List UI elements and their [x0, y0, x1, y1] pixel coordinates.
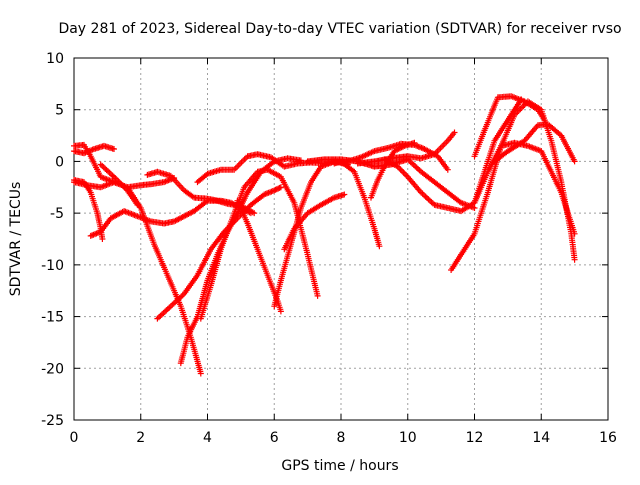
x-tick-label: 12	[466, 430, 484, 446]
data-markers	[491, 121, 578, 165]
data-markers	[281, 191, 348, 253]
y-tick-label: -15	[41, 310, 64, 326]
data-series	[97, 161, 141, 208]
x-tick-label: 10	[399, 430, 417, 446]
data-markers	[304, 156, 478, 211]
x-tick-label: 0	[70, 430, 79, 446]
data-series	[471, 93, 548, 160]
chart-title: Day 281 of 2023, Sidereal Day-to-day VTE…	[58, 21, 621, 37]
data-markers	[197, 166, 321, 322]
y-tick-label: -20	[41, 361, 64, 377]
y-axis-label: SDTVAR / TECUs	[8, 182, 24, 297]
data-markers	[97, 161, 141, 208]
y-tick-label: -25	[41, 413, 64, 429]
data-series	[491, 121, 578, 165]
x-tick-label: 4	[203, 430, 212, 446]
x-tick-label: 8	[337, 430, 346, 446]
x-tick-label: 14	[532, 430, 550, 446]
y-tick-label: -5	[50, 206, 64, 222]
data-series	[281, 191, 348, 253]
y-tick-label: 5	[55, 103, 64, 119]
data-area	[71, 93, 578, 377]
axes: 0 2 4 6 8 10 12 14 16 -25 -20 -15 -10 -5 0 5 10	[41, 51, 617, 446]
data-series	[304, 156, 478, 211]
y-tick-label: 0	[55, 154, 64, 170]
x-tick-label: 16	[599, 430, 617, 446]
x-tick-label: 6	[270, 430, 279, 446]
y-tick-label: -10	[41, 258, 64, 274]
x-tick-label: 2	[136, 430, 145, 446]
data-markers	[471, 93, 548, 160]
x-axis-label: GPS time / hours	[281, 458, 398, 474]
y-tick-label: 10	[46, 51, 64, 67]
data-series	[197, 166, 321, 322]
